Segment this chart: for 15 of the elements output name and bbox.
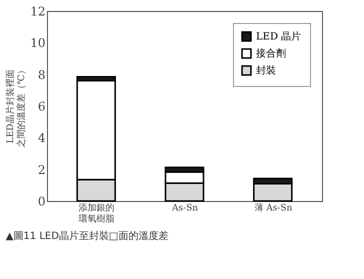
y-tick-label: 4 bbox=[38, 131, 46, 146]
legend-label: LED 晶片 bbox=[256, 30, 302, 42]
text: ▲圖11 LED晶片至封裝□面的溫度差 bbox=[6, 230, 168, 242]
x-tick-label: 薄 As-Sn bbox=[254, 202, 293, 214]
y-tick-label: 2 bbox=[38, 162, 46, 177]
legend-label: 封裝 bbox=[256, 64, 276, 76]
y-tick-label: 8 bbox=[38, 68, 46, 82]
y-tick-label: 10 bbox=[30, 36, 46, 50]
y-tick-label: 6 bbox=[38, 100, 46, 114]
y-axis-title: LED晶片封裝裡面之間的溫度差（℃） bbox=[5, 65, 28, 148]
y-tick-label: 12 bbox=[30, 4, 46, 18]
x-tick-label: As-Sn bbox=[170, 204, 198, 214]
y-tick-label: 0 bbox=[38, 194, 46, 208]
legend-label: 接合劑 bbox=[256, 48, 286, 60]
x-tick-label: 添加銀的環氧樹脂 bbox=[78, 202, 115, 224]
